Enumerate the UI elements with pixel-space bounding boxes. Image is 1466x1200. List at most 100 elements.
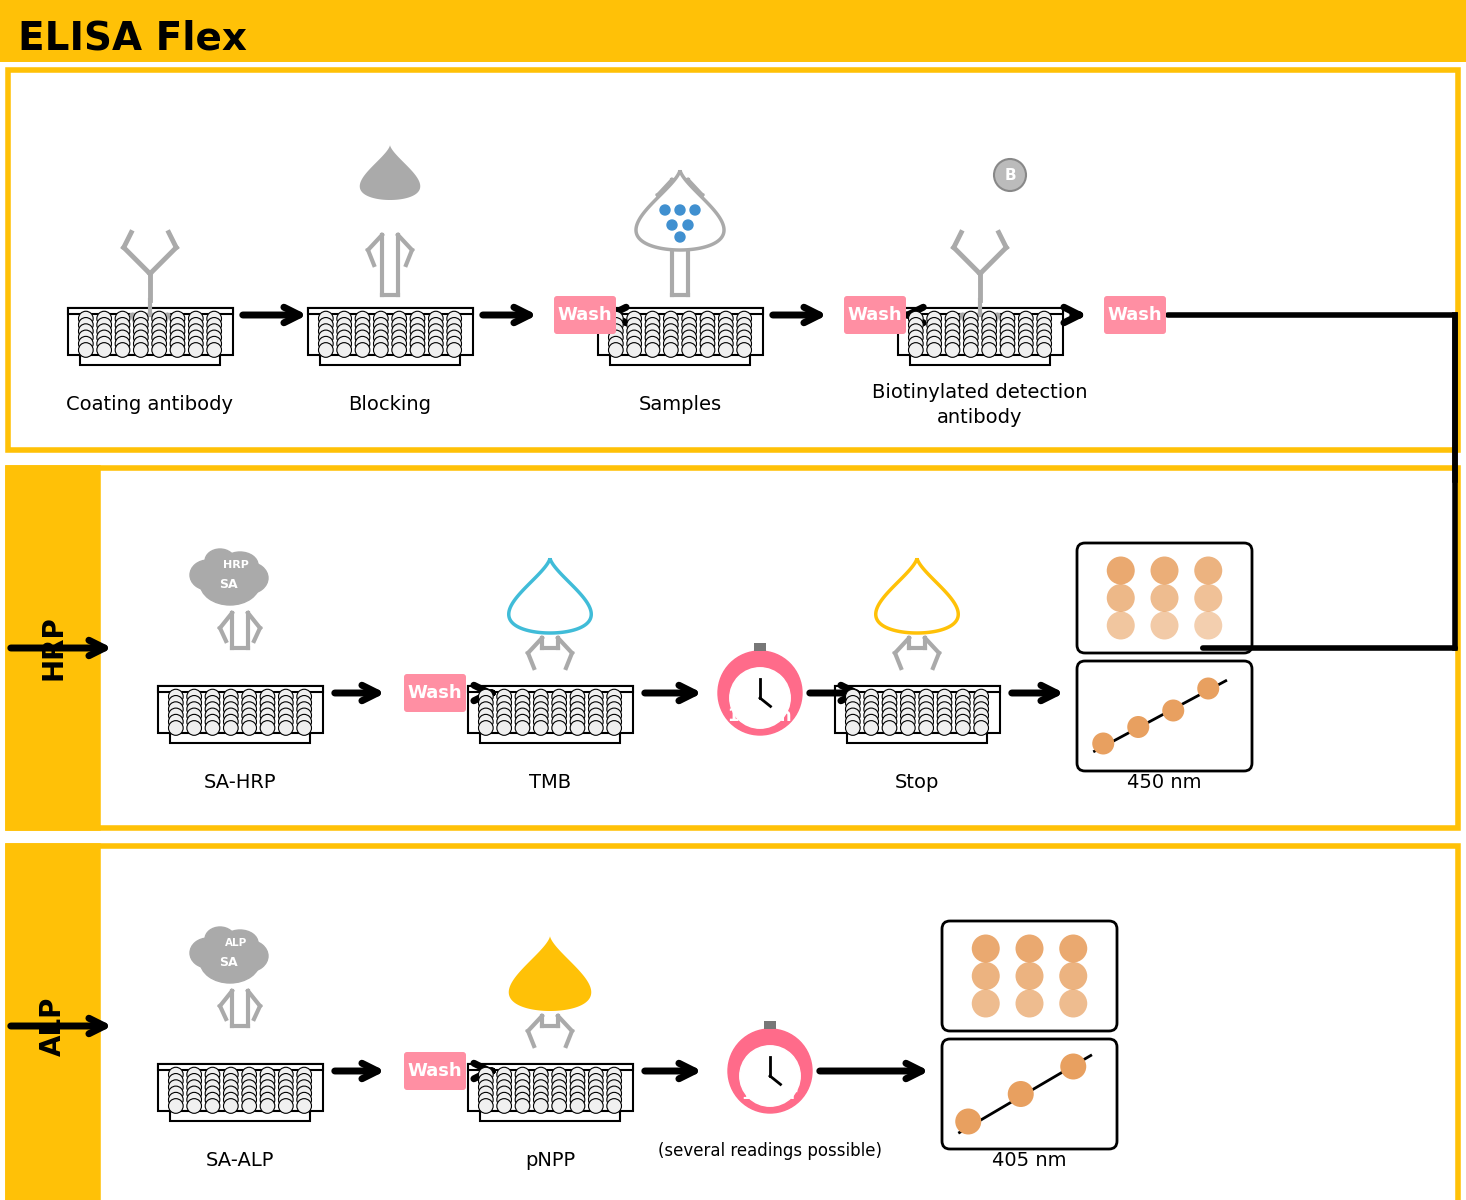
Circle shape [534, 702, 548, 716]
Circle shape [428, 330, 443, 344]
Text: Wash: Wash [557, 306, 613, 324]
Circle shape [259, 696, 274, 710]
Ellipse shape [221, 930, 258, 956]
Text: HRP: HRP [223, 560, 249, 570]
Circle shape [515, 1092, 529, 1108]
Circle shape [169, 702, 183, 716]
Circle shape [318, 343, 333, 358]
Circle shape [608, 311, 623, 326]
Circle shape [1019, 336, 1034, 352]
Circle shape [718, 343, 733, 358]
Circle shape [170, 318, 185, 332]
FancyBboxPatch shape [1078, 661, 1252, 770]
Circle shape [428, 311, 443, 326]
Bar [170, 1111, 311, 1121]
Circle shape [242, 1092, 257, 1108]
Circle shape [570, 714, 585, 730]
Circle shape [242, 1080, 257, 1094]
Circle shape [682, 343, 696, 358]
Bar [7, 846, 1459, 1200]
Bar [479, 1111, 620, 1121]
Circle shape [207, 318, 221, 332]
Circle shape [478, 721, 493, 736]
Circle shape [927, 330, 941, 344]
Circle shape [374, 318, 388, 332]
Circle shape [133, 336, 148, 352]
Circle shape [186, 702, 201, 716]
Circle shape [169, 689, 183, 704]
Circle shape [478, 708, 493, 722]
Circle shape [682, 318, 696, 332]
Circle shape [515, 689, 529, 704]
Circle shape [627, 336, 642, 352]
Circle shape [296, 721, 311, 736]
Circle shape [1019, 318, 1034, 332]
Circle shape [956, 689, 970, 704]
Text: Wash: Wash [1108, 306, 1163, 324]
Circle shape [169, 696, 183, 710]
Circle shape [391, 324, 406, 338]
Circle shape [737, 318, 752, 332]
Circle shape [478, 696, 493, 710]
Circle shape [152, 311, 167, 326]
Circle shape [534, 721, 548, 736]
Circle shape [982, 324, 997, 338]
Circle shape [973, 702, 988, 716]
Circle shape [701, 324, 715, 338]
Circle shape [79, 318, 94, 332]
Circle shape [946, 336, 960, 352]
Circle shape [169, 1074, 183, 1088]
Circle shape [1151, 584, 1179, 612]
Bar [598, 308, 762, 355]
Ellipse shape [221, 552, 258, 578]
Circle shape [627, 330, 642, 344]
Circle shape [497, 696, 512, 710]
Circle shape [607, 1086, 622, 1100]
Bar [7, 70, 1459, 450]
Bar [308, 308, 472, 355]
Polygon shape [359, 145, 421, 200]
Circle shape [1195, 557, 1223, 584]
Circle shape [645, 330, 660, 344]
Circle shape [223, 696, 237, 710]
Circle shape [410, 318, 425, 332]
Circle shape [927, 318, 941, 332]
Circle shape [279, 1099, 293, 1114]
Circle shape [846, 708, 861, 722]
Circle shape [570, 1074, 585, 1088]
Circle shape [846, 714, 861, 730]
Circle shape [645, 311, 660, 326]
Circle shape [296, 1080, 311, 1094]
Circle shape [534, 1067, 548, 1082]
Circle shape [207, 343, 221, 358]
Text: 405 nm: 405 nm [992, 1152, 1067, 1170]
Circle shape [937, 721, 951, 736]
Circle shape [900, 708, 915, 722]
Circle shape [588, 702, 603, 716]
Text: Wash: Wash [408, 1062, 462, 1080]
Circle shape [963, 324, 978, 338]
Circle shape [296, 1086, 311, 1100]
Circle shape [478, 714, 493, 730]
Circle shape [588, 1099, 603, 1114]
Circle shape [207, 324, 221, 338]
Circle shape [937, 689, 951, 704]
Circle shape [189, 311, 204, 326]
Circle shape [391, 336, 406, 352]
Circle shape [551, 1074, 566, 1088]
Circle shape [318, 311, 333, 326]
Circle shape [1198, 678, 1220, 700]
Circle shape [718, 336, 733, 352]
Circle shape [846, 721, 861, 736]
Circle shape [97, 318, 111, 332]
Circle shape [79, 311, 94, 326]
Circle shape [627, 311, 642, 326]
Circle shape [186, 1074, 201, 1088]
Circle shape [973, 714, 988, 730]
Circle shape [588, 708, 603, 722]
Circle shape [737, 324, 752, 338]
Text: B: B [1004, 168, 1016, 182]
Circle shape [982, 336, 997, 352]
Circle shape [447, 311, 462, 326]
FancyBboxPatch shape [943, 922, 1117, 1031]
